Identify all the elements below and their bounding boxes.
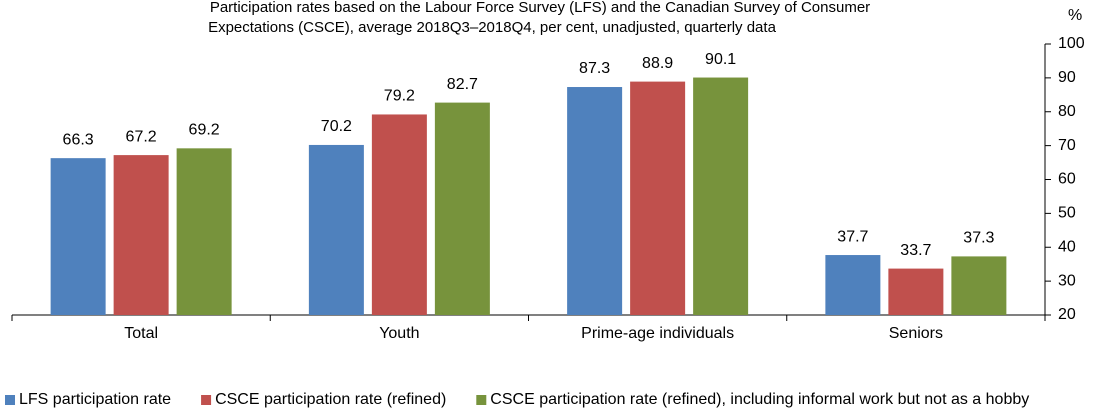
- value-label: 79.2: [384, 88, 415, 105]
- y-tick-label: 50: [1058, 205, 1076, 222]
- bar: [951, 256, 1007, 315]
- bar: [308, 144, 364, 315]
- bar: [567, 87, 623, 316]
- value-label: 37.7: [837, 228, 868, 245]
- y-axis-label: %: [1068, 7, 1082, 24]
- legend-label: LFS participation rate: [19, 391, 171, 408]
- subtitle: Expectations (CSCE), average 2018Q3–2018…: [208, 19, 777, 36]
- legend-label: CSCE participation rate (refined): [215, 391, 446, 408]
- y-tick-label: 100: [1058, 35, 1085, 52]
- y-tick-label: 80: [1058, 103, 1076, 120]
- legend-swatch: [201, 395, 212, 405]
- value-label: 87.3: [579, 60, 610, 77]
- value-label: 69.2: [189, 122, 220, 139]
- value-label: 82.7: [447, 76, 478, 93]
- bar: [50, 158, 106, 315]
- legend-swatch: [5, 395, 15, 405]
- y-tick-label: 40: [1058, 238, 1076, 255]
- x-tick-label: Youth: [379, 325, 419, 342]
- value-label: 88.9: [642, 55, 673, 72]
- bar: [693, 77, 749, 315]
- y-tick-label: 70: [1058, 137, 1076, 154]
- y-tick-label: 90: [1058, 69, 1076, 86]
- bar: [113, 155, 169, 315]
- bar: [176, 148, 232, 315]
- legend-label: CSCE participation rate (refined), inclu…: [490, 391, 1029, 408]
- value-label: 70.2: [321, 118, 352, 135]
- subtitle: Participation rates based on the Labour …: [210, 0, 870, 16]
- bar: [825, 255, 881, 315]
- value-label: 33.7: [900, 242, 931, 259]
- y-tick-label: 60: [1058, 171, 1076, 188]
- y-tick-label: 30: [1058, 272, 1076, 289]
- bar: [434, 102, 490, 315]
- bar: [630, 81, 686, 315]
- bar: [371, 114, 427, 316]
- legend-swatch: [476, 395, 487, 405]
- bar: [888, 268, 944, 315]
- value-label: 90.1: [705, 51, 736, 68]
- y-tick-label: 20: [1058, 306, 1076, 323]
- x-tick-label: Total: [124, 325, 158, 342]
- value-label: 66.3: [63, 131, 94, 148]
- value-label: 37.3: [963, 230, 994, 247]
- x-tick-label: Prime-age individuals: [581, 325, 734, 342]
- value-label: 67.2: [126, 128, 157, 145]
- x-tick-label: Seniors: [889, 325, 943, 342]
